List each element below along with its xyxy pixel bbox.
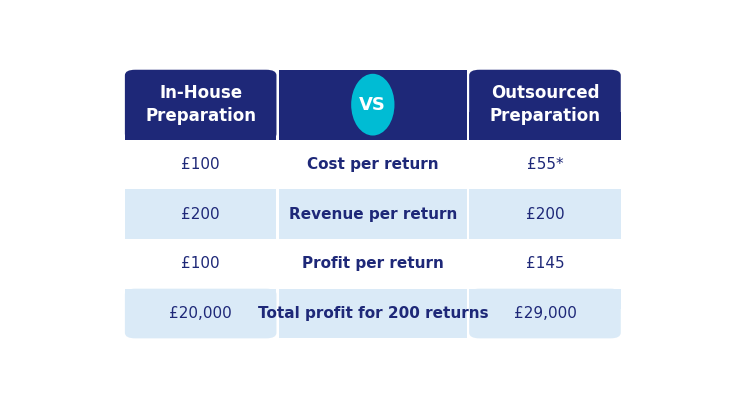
Text: £100: £100 <box>181 157 220 172</box>
Text: £200: £200 <box>181 207 220 222</box>
Text: Outsourced
Preparation: Outsourced Preparation <box>489 84 600 126</box>
FancyBboxPatch shape <box>125 289 276 338</box>
Text: Profit per return: Profit per return <box>302 256 444 271</box>
Bar <box>125 289 276 308</box>
Bar <box>125 189 276 239</box>
Text: £20,000: £20,000 <box>169 306 232 321</box>
Text: £55*: £55* <box>527 157 563 172</box>
Bar <box>469 189 621 239</box>
Bar <box>279 189 466 239</box>
Text: £145: £145 <box>526 256 564 271</box>
Text: Revenue per return: Revenue per return <box>288 207 457 222</box>
FancyBboxPatch shape <box>469 289 621 338</box>
Text: VS: VS <box>359 96 386 113</box>
FancyBboxPatch shape <box>469 70 621 140</box>
Bar <box>279 289 466 338</box>
Bar <box>279 70 466 140</box>
Bar <box>125 111 276 140</box>
Text: In-House
Preparation: In-House Preparation <box>145 84 256 126</box>
Text: £29,000: £29,000 <box>513 306 577 321</box>
Text: Total profit for 200 returns: Total profit for 200 returns <box>258 306 488 321</box>
FancyBboxPatch shape <box>125 70 276 140</box>
Ellipse shape <box>351 74 394 136</box>
Text: £100: £100 <box>181 256 220 271</box>
Bar <box>469 111 621 140</box>
Text: £200: £200 <box>526 207 564 222</box>
Text: Cost per return: Cost per return <box>307 157 439 172</box>
Bar <box>469 289 621 308</box>
